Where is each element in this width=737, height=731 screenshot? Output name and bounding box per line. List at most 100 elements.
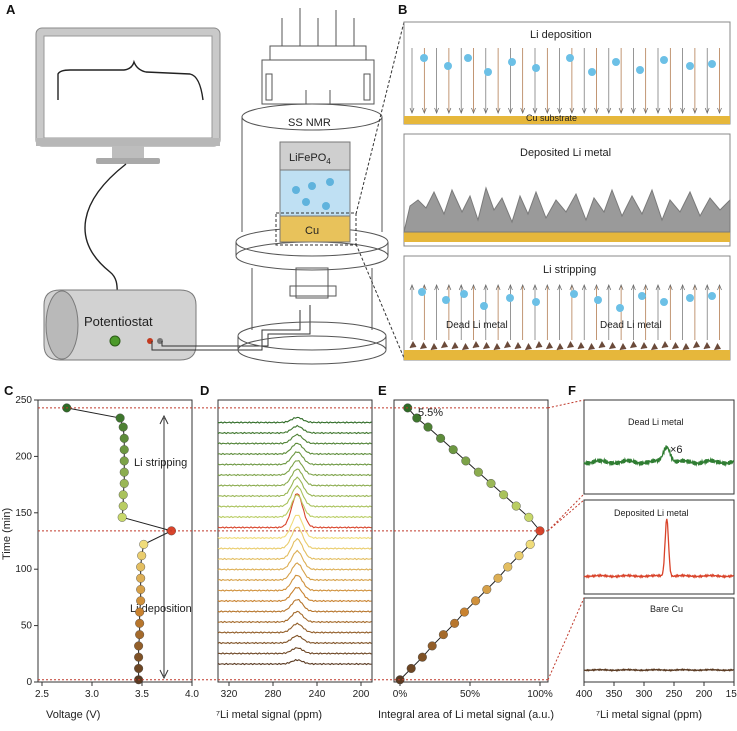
- panel-label-c: C: [4, 383, 14, 398]
- f-xtick-label: 350: [606, 689, 623, 700]
- c-point: [135, 607, 145, 617]
- arrow-head: [421, 107, 427, 114]
- panel-label-a: A: [6, 2, 16, 17]
- arrow-head: [532, 107, 538, 114]
- d-spectrum: [217, 451, 372, 466]
- arrow-head: [409, 107, 415, 114]
- c-point: [136, 573, 146, 583]
- c-point: [118, 501, 128, 511]
- potentiostat-label: Potentiostat: [84, 314, 153, 329]
- c-annot-strip: Li stripping: [134, 457, 187, 469]
- arrow-head: [631, 107, 636, 114]
- f-xtick-label: 300: [636, 689, 653, 700]
- arrow-head: [446, 284, 452, 291]
- arrow-head: [520, 107, 526, 114]
- li-ion: [708, 292, 716, 300]
- anode-label: Cu: [305, 225, 319, 237]
- c-plot: 2.5 3.0 3.5 4.0 0 50 100 150 200 250: [15, 395, 199, 700]
- e-point: [473, 467, 483, 477]
- c-point: [119, 445, 129, 455]
- e-point: [493, 573, 503, 583]
- c-point: [136, 585, 146, 595]
- c-point: [119, 467, 129, 477]
- dead-li-fragment: [472, 340, 480, 349]
- ss-nmr-label: SS NMR: [288, 117, 331, 129]
- li-ion: [532, 64, 540, 72]
- li-ion: [638, 292, 646, 300]
- d-spectrum: [217, 574, 372, 592]
- arrow-head: [717, 107, 722, 114]
- e-plot: 0% 50% 100%: [393, 403, 553, 700]
- deposition-arrows: [409, 48, 722, 114]
- dead-li-fragment: [493, 342, 501, 351]
- guide-f-top: [547, 399, 585, 409]
- c-xtick-label: 3.0: [85, 689, 99, 700]
- arrow-head: [434, 284, 439, 291]
- e-point: [448, 445, 458, 455]
- li-ion: [532, 298, 540, 306]
- li-ion: [508, 58, 516, 66]
- d-xtick-label: 320: [221, 689, 238, 700]
- dead-li-fragment: [556, 342, 564, 351]
- d-spectrum: [217, 598, 372, 613]
- c-point: [139, 539, 149, 549]
- d-spectrum: [217, 562, 372, 582]
- panel-d: 320 280 240 200 ⁷Li metal signal (ppm): [216, 399, 373, 721]
- e-annotation: 5.5%: [418, 407, 443, 419]
- guide-f-mid: [547, 493, 585, 532]
- e-point: [461, 456, 471, 466]
- panel-label-f: F: [568, 383, 576, 398]
- e-point: [511, 501, 521, 511]
- dead-li-fragment: [514, 341, 522, 350]
- li-ion: [480, 302, 488, 310]
- d-spectrum: [217, 468, 372, 487]
- e-integral-line: [399, 407, 541, 681]
- dead-li-fragment: [420, 341, 427, 350]
- arrow-head: [508, 284, 513, 291]
- li-ion: [442, 296, 450, 304]
- f-spectrum-dead: [583, 445, 735, 468]
- d-xtick-label: 200: [353, 689, 370, 700]
- li-ion: [686, 62, 694, 70]
- arrow-head: [458, 284, 464, 291]
- c-xlabel: Voltage (V): [46, 709, 100, 721]
- d-spectrum: [217, 433, 372, 445]
- dead-li-fragment: [661, 340, 669, 349]
- deposition-title: Li deposition: [530, 29, 592, 41]
- f-spectrum-deposited: [583, 518, 735, 579]
- e-point: [406, 663, 416, 673]
- li-ion: [660, 56, 668, 64]
- e-point: [471, 596, 481, 606]
- arrow-head: [692, 284, 698, 291]
- f-title-bare: Bare Cu: [650, 604, 683, 614]
- dead-li-fragment: [693, 340, 700, 349]
- d-plot: 320 280 240 200: [217, 416, 372, 700]
- dead-li-fragment: [462, 342, 469, 351]
- nmr-magnet: [235, 8, 389, 365]
- dead-li-fragment: [640, 341, 648, 350]
- arrow-head: [581, 284, 587, 291]
- arrow-head: [557, 107, 562, 114]
- nmr-cell: [279, 141, 351, 243]
- li-ion: [420, 54, 428, 62]
- c-ytick-label: 200: [15, 451, 32, 462]
- arrow-head: [655, 284, 661, 291]
- li-ion: [566, 54, 574, 62]
- e-point: [524, 512, 534, 522]
- dead-li-fragment: [441, 340, 448, 349]
- c-ytick-label: 250: [15, 395, 32, 406]
- dead-li-fragment: [651, 342, 658, 351]
- d-spectrum: [217, 494, 372, 519]
- c-point: [115, 413, 125, 423]
- dead-li-fragment: [451, 341, 459, 350]
- d-spectrum: [217, 476, 372, 498]
- arrow-head: [631, 284, 636, 291]
- c-point: [119, 456, 129, 466]
- arrow-head: [581, 107, 587, 114]
- d-spectrum: [217, 526, 372, 550]
- power-button-icon: [109, 335, 121, 347]
- arrow-head: [532, 284, 538, 291]
- li-ion: [464, 54, 472, 62]
- dead-li-fragment: [588, 342, 595, 351]
